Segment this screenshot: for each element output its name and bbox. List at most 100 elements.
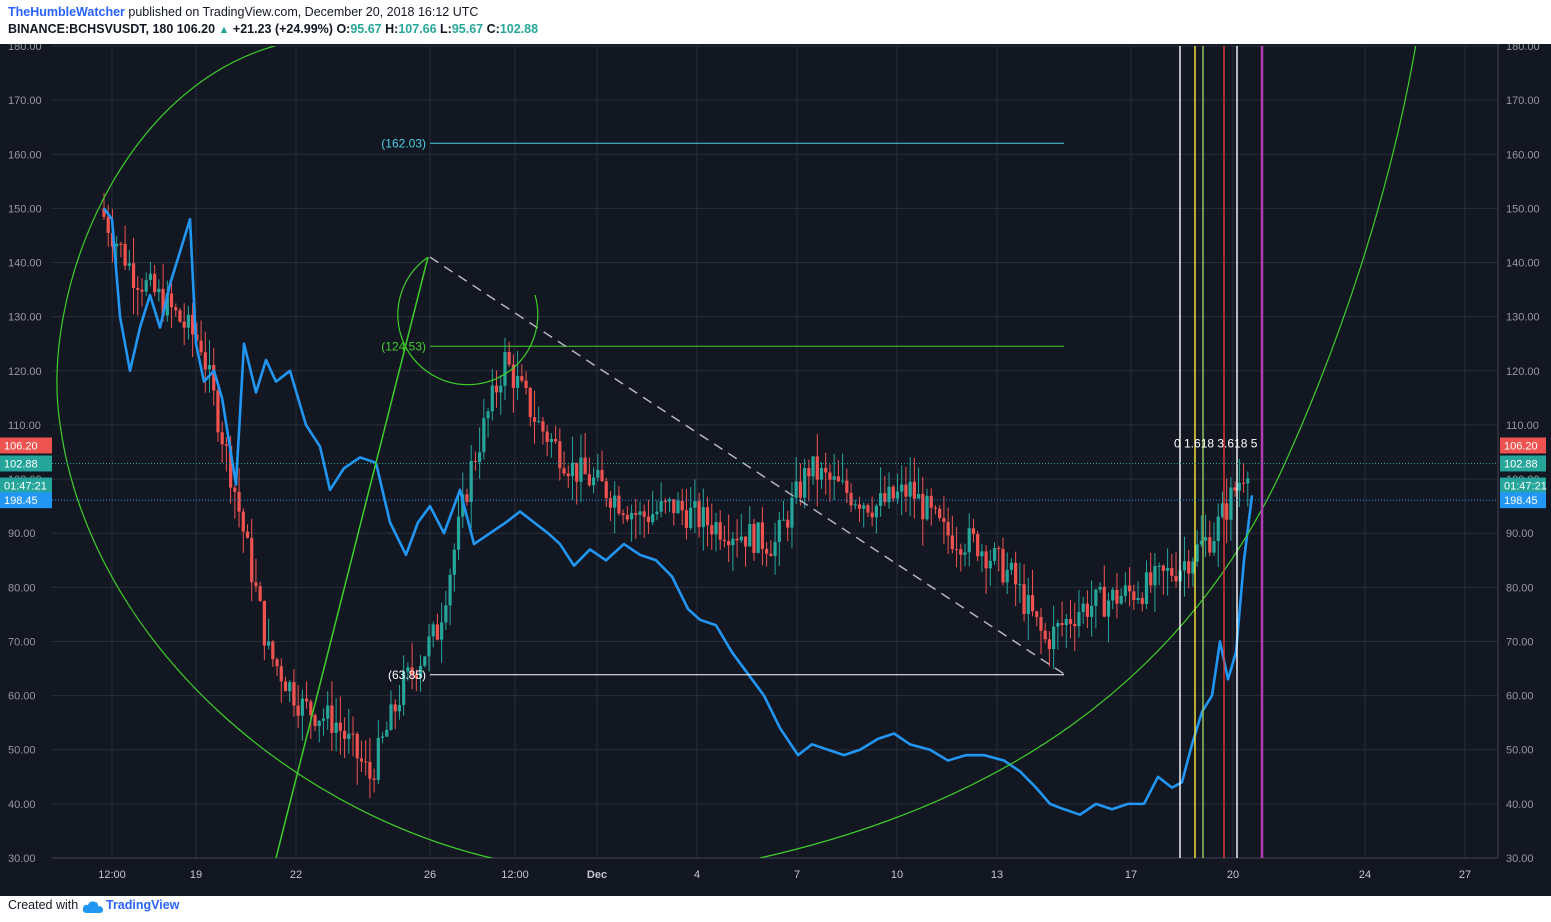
candle-body <box>1195 544 1199 562</box>
candle-body <box>169 293 174 308</box>
candle-body <box>566 473 570 477</box>
candle-body <box>579 457 583 482</box>
chart-area[interactable]: 180.00 180.00 170.00 170.00 160.00 160.00 150.… <box>0 41 1551 896</box>
candle-body <box>229 445 233 488</box>
y-tick-label-right: 130.00 <box>1506 312 1540 324</box>
blue-comparison-line <box>102 207 1254 816</box>
y-tick-label-right: 150.00 <box>1506 203 1540 215</box>
price-badge-text: 102.88 <box>1504 458 1538 470</box>
candle-body <box>1212 541 1216 553</box>
chart-svg[interactable]: 180.00 180.00 170.00 170.00 160.00 160.00 150.… <box>0 41 1551 896</box>
candle-body <box>309 701 313 716</box>
candle-body <box>186 314 191 328</box>
candle-body <box>1026 595 1030 614</box>
candle-body <box>625 514 629 520</box>
candle-body <box>157 288 161 293</box>
candle-body <box>364 761 368 763</box>
candle-body <box>1052 626 1056 650</box>
candle-body <box>1246 478 1250 484</box>
candle-body <box>174 307 178 311</box>
x-tick-label: 4 <box>694 869 700 881</box>
candle-body <box>655 511 659 515</box>
price-badge-right <box>1500 477 1546 494</box>
candle-body <box>1182 561 1187 571</box>
candle-body <box>900 484 904 492</box>
candle-body <box>473 460 478 462</box>
price-badge-text: 198.45 <box>4 495 38 507</box>
x-tick-label: 24 <box>1359 869 1371 881</box>
candle-body <box>701 507 705 528</box>
fib-level-label: (124.53) <box>381 339 426 353</box>
candle-body <box>283 681 288 692</box>
x-tick-label: 13 <box>991 869 1003 881</box>
candle-body <box>203 352 207 370</box>
candle-body <box>254 582 258 587</box>
candle-body <box>347 733 351 739</box>
candle-body <box>1047 639 1052 650</box>
candle-body <box>275 659 279 667</box>
candle-body <box>891 486 895 499</box>
candle-body <box>359 758 364 762</box>
fib-level-label: (162.03) <box>381 136 426 150</box>
candle-body <box>743 536 748 547</box>
candle-body <box>739 536 743 541</box>
spiral-outer-arc <box>759 46 1417 858</box>
candle-body <box>807 468 811 477</box>
candle-body <box>575 462 579 482</box>
candle-body <box>1009 562 1014 570</box>
candle-body <box>693 501 697 508</box>
candle-body <box>338 722 342 731</box>
y-tick-label-left: 170.00 <box>8 95 42 107</box>
x-tick-label: Dec <box>587 869 607 881</box>
candle-body <box>330 705 334 733</box>
candle-body <box>1203 537 1208 541</box>
candle-body <box>1064 619 1068 626</box>
candle-body <box>144 279 148 292</box>
candle-body <box>494 385 499 393</box>
candle-body <box>1157 565 1161 567</box>
candle-body <box>262 600 266 646</box>
candle-body <box>503 352 507 386</box>
author-link[interactable]: TheHumbleWatcher <box>8 5 125 19</box>
candle-body <box>1170 567 1174 576</box>
candle-body <box>199 340 203 353</box>
price-badge-text: 106.20 <box>1504 441 1538 453</box>
x-tick-label: 12:00 <box>501 869 529 881</box>
candle-body <box>971 528 976 535</box>
tradingview-logo[interactable]: TradingView <box>106 898 180 912</box>
candle-body <box>1102 586 1106 617</box>
y-tick-label-left: 160.00 <box>8 149 42 161</box>
candle-body <box>786 519 790 528</box>
candle-body <box>115 243 119 247</box>
candle-body <box>482 418 486 453</box>
candle-body <box>224 444 228 446</box>
candle-body <box>1014 562 1018 585</box>
y-tick-label-right: 110.00 <box>1506 420 1539 432</box>
price-badge-text: 102.88 <box>4 458 38 470</box>
candle-body <box>216 390 220 433</box>
candle-body <box>528 387 532 418</box>
last-price: 106.20 <box>176 22 216 36</box>
candle-body <box>663 501 667 503</box>
candle-body <box>507 352 511 365</box>
candle-body <box>1128 585 1132 592</box>
candle-body <box>1035 611 1039 617</box>
candle-body <box>469 460 473 502</box>
candle-body <box>554 438 558 442</box>
y-tick-label-left: 140.00 <box>8 258 42 270</box>
candle-body <box>1022 584 1026 614</box>
candle-body <box>1165 567 1170 571</box>
candle-body <box>845 480 849 493</box>
candle-body <box>908 481 912 497</box>
candle-body <box>583 457 587 475</box>
candle-body <box>870 512 874 518</box>
candle-body <box>676 500 680 514</box>
close-value: 102.88 <box>499 22 539 36</box>
y-tick-label-right: 180.00 <box>1506 44 1540 53</box>
price-badge-right <box>1500 437 1546 454</box>
publish-line: TheHumbleWatcher published on TradingVie… <box>8 5 478 19</box>
candle-body <box>1199 540 1203 545</box>
candle-body <box>402 671 406 705</box>
candle-body <box>689 507 693 528</box>
candle-body <box>748 523 752 547</box>
